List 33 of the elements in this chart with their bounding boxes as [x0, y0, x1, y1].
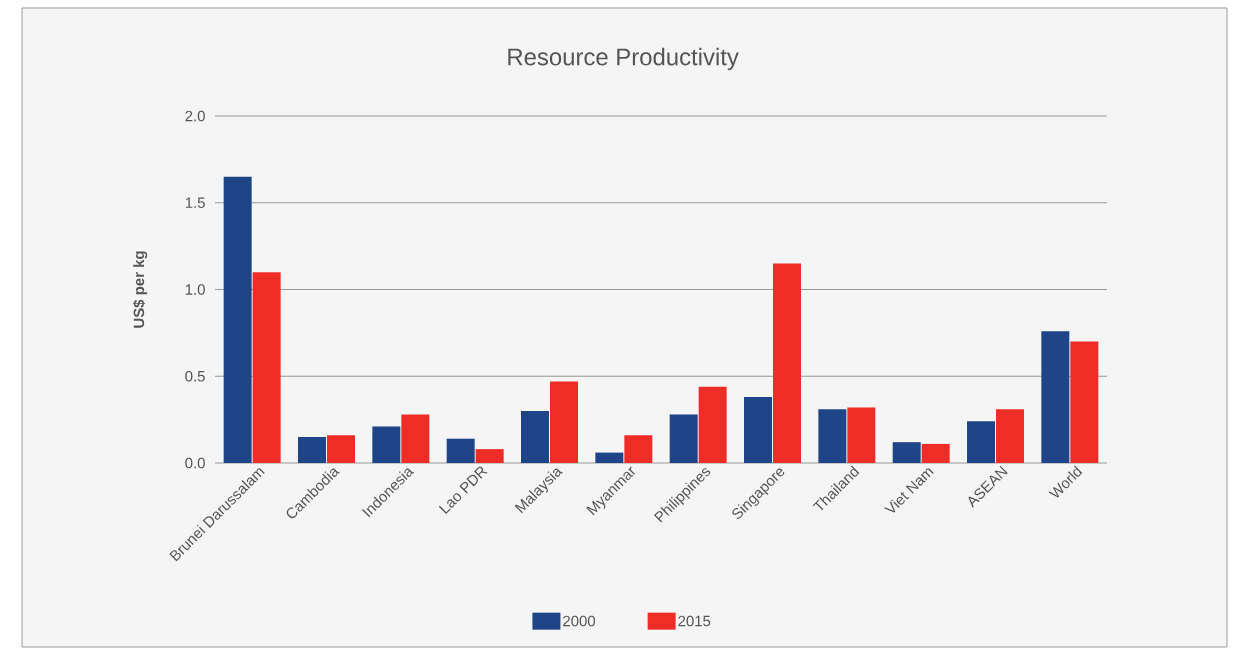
bar [327, 435, 355, 463]
bar [892, 442, 921, 463]
chart-title: Resource Productivity [508, 47, 739, 71]
bar [996, 409, 1025, 463]
y-axis-title: US$ per kg [132, 251, 148, 328]
y-tick-label: 0.0 [185, 457, 205, 469]
bar [1070, 341, 1099, 463]
y-tick-label: 1.5 [185, 197, 205, 208]
legend-label: 2000 [563, 615, 596, 627]
y-tick-label: 2.0 [185, 110, 205, 122]
bar [1041, 331, 1070, 463]
bar [223, 176, 252, 463]
y-tick-label: 1.0 [185, 284, 205, 295]
bar [698, 386, 727, 463]
bar [595, 452, 624, 463]
bar [521, 410, 549, 463]
bar [773, 263, 802, 463]
bar [475, 449, 504, 463]
legend-label: 2015 [678, 615, 711, 627]
bar [446, 438, 475, 463]
bar [818, 409, 847, 463]
bar [298, 436, 326, 463]
bar [847, 407, 876, 463]
y-tick-label: 0.5 [185, 370, 205, 382]
bar [669, 414, 698, 463]
bar [401, 414, 430, 463]
bar [550, 381, 579, 463]
bar [744, 397, 773, 463]
bar [624, 435, 653, 463]
bar [967, 421, 996, 463]
bar [252, 272, 281, 463]
bar [372, 426, 401, 463]
bar [921, 443, 950, 463]
